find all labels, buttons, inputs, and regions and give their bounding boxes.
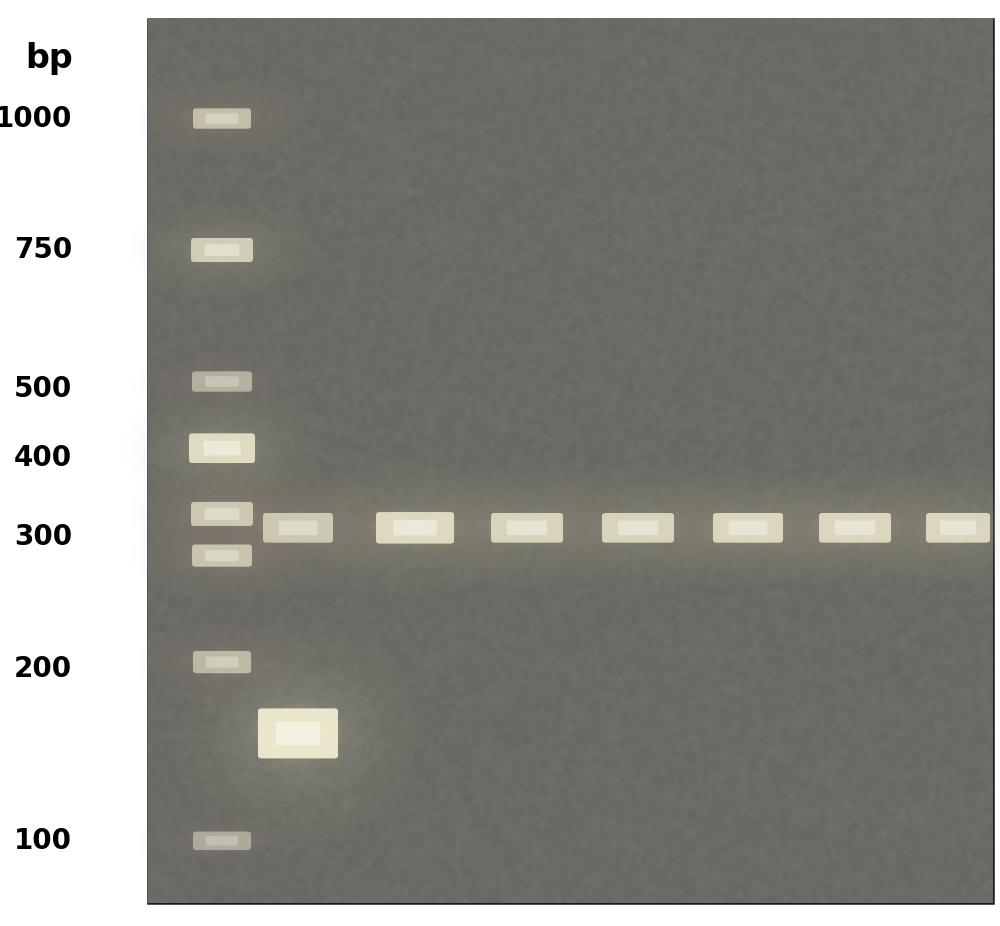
FancyBboxPatch shape: [835, 520, 875, 535]
Text: 100: 100: [14, 827, 72, 855]
Text: 750: 750: [14, 236, 72, 264]
FancyBboxPatch shape: [189, 433, 255, 463]
FancyBboxPatch shape: [507, 520, 547, 535]
Text: 400: 400: [14, 444, 72, 472]
FancyBboxPatch shape: [376, 512, 454, 544]
FancyBboxPatch shape: [205, 376, 239, 387]
Text: 500: 500: [14, 375, 72, 403]
Text: 1000: 1000: [0, 105, 72, 132]
FancyBboxPatch shape: [940, 520, 976, 535]
Text: bp: bp: [25, 42, 73, 75]
FancyBboxPatch shape: [205, 507, 239, 520]
FancyBboxPatch shape: [191, 502, 253, 526]
FancyBboxPatch shape: [491, 513, 563, 543]
FancyBboxPatch shape: [258, 708, 338, 758]
FancyBboxPatch shape: [713, 513, 783, 543]
FancyBboxPatch shape: [276, 721, 320, 745]
Text: 300: 300: [14, 523, 72, 551]
FancyBboxPatch shape: [193, 651, 251, 673]
FancyBboxPatch shape: [192, 371, 252, 392]
FancyBboxPatch shape: [819, 513, 891, 543]
FancyBboxPatch shape: [618, 520, 658, 535]
FancyBboxPatch shape: [602, 513, 674, 543]
FancyBboxPatch shape: [393, 520, 437, 535]
Bar: [148, 19, 993, 903]
FancyBboxPatch shape: [205, 244, 239, 256]
FancyBboxPatch shape: [206, 836, 238, 845]
FancyBboxPatch shape: [278, 520, 318, 535]
FancyBboxPatch shape: [205, 550, 239, 561]
FancyBboxPatch shape: [192, 544, 252, 567]
FancyBboxPatch shape: [926, 513, 990, 543]
FancyBboxPatch shape: [206, 113, 238, 124]
Text: 200: 200: [14, 655, 72, 682]
FancyBboxPatch shape: [204, 441, 241, 456]
FancyBboxPatch shape: [263, 513, 333, 543]
FancyBboxPatch shape: [191, 238, 253, 262]
FancyBboxPatch shape: [728, 520, 768, 535]
FancyBboxPatch shape: [206, 657, 238, 668]
FancyBboxPatch shape: [193, 832, 251, 850]
FancyBboxPatch shape: [193, 108, 251, 129]
